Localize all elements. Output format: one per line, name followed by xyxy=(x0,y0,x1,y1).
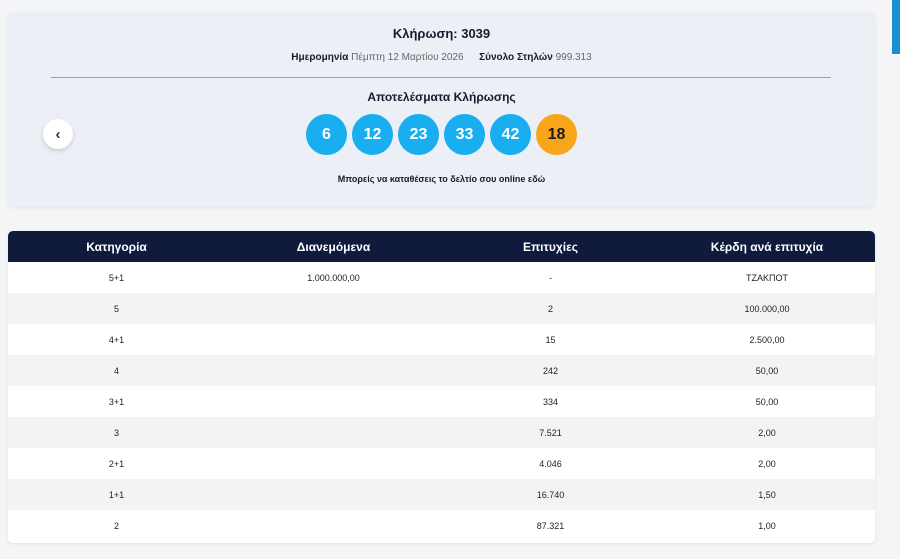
draw-title: Κλήρωση: 3039 xyxy=(392,26,491,41)
cell-winners: 4.046 xyxy=(539,458,562,469)
cell-prize: 50,00 xyxy=(755,365,779,376)
cell-category: 2+1 xyxy=(108,458,125,469)
cell-distributed xyxy=(225,324,442,355)
table-row: 4+1 15 2.500,00 xyxy=(8,324,875,355)
number-ball: 6 xyxy=(306,114,347,155)
table-row: 5+1 1.000.000,00 - ΤΖΑΚΠΟΤ xyxy=(8,262,875,293)
cell-category: 5+1 xyxy=(108,272,125,283)
cell-distributed xyxy=(225,417,442,448)
table-row: 3 7.521 2,00 xyxy=(8,417,875,448)
draw-meta: Ημερομηνία Πέμπτη 12 Μαρτίου 2026 Σύνολο… xyxy=(8,52,875,63)
online-ticket-link[interactable]: Μπορείς να καταθέσεις το δελτίο σου onli… xyxy=(337,174,546,184)
cell-distributed xyxy=(225,386,442,417)
cell-prize: 50,00 xyxy=(755,396,779,407)
columns-label: Σύνολο Στηλών xyxy=(479,52,553,63)
cell-distributed xyxy=(225,479,442,510)
winning-numbers: 6 12 23 33 42 18 xyxy=(8,114,875,155)
cell-winners: 334 xyxy=(542,396,559,407)
cell-prize: 1,00 xyxy=(758,520,776,531)
draw-summary-card: Κλήρωση: 3039 Ημερομηνία Πέμπτη 12 Μαρτί… xyxy=(8,12,875,207)
accent-edge-bar xyxy=(892,0,900,54)
cell-prize: 100.000,00 xyxy=(744,303,790,314)
cell-distributed xyxy=(225,293,442,324)
header-winners: Επιτυχίες xyxy=(522,239,579,254)
cell-category: 4 xyxy=(113,365,119,376)
chevron-left-icon: ‹ xyxy=(55,125,61,143)
bonus-ball: 18 xyxy=(536,114,577,155)
cell-prize: 1,50 xyxy=(758,489,776,500)
table-row: 2+1 4.046 2,00 xyxy=(8,448,875,479)
cell-distributed xyxy=(225,448,442,479)
cell-category: 3 xyxy=(113,427,119,438)
cell-winners: 15 xyxy=(545,334,556,345)
table-row: 4 242 50,00 xyxy=(8,355,875,386)
cell-winners: 242 xyxy=(542,365,559,376)
number-ball: 42 xyxy=(490,114,531,155)
cell-prize: 2,00 xyxy=(758,458,776,469)
cell-prize: 2,00 xyxy=(758,427,776,438)
date-label: Ημερομηνία xyxy=(291,52,349,63)
table-row: 1+1 16.740 1,50 xyxy=(8,479,875,510)
prize-table: Κατηγορία Διανεμόμενα Επιτυχίες Κέρδη αν… xyxy=(8,231,875,541)
divider xyxy=(51,77,831,78)
cell-winners: 87.321 xyxy=(536,520,565,531)
cell-distributed: 1.000.000,00 xyxy=(307,272,360,283)
cell-winners: - xyxy=(549,272,552,283)
number-ball: 12 xyxy=(352,114,393,155)
results-title: Αποτελέσματα Κλήρωσης xyxy=(367,90,516,104)
cell-category: 4+1 xyxy=(108,334,125,345)
cell-winners: 7.521 xyxy=(539,427,562,438)
previous-draw-button[interactable]: ‹ xyxy=(43,119,73,149)
columns-value: 999.313 xyxy=(555,52,592,63)
cell-category: 1+1 xyxy=(108,489,125,500)
cell-distributed xyxy=(225,510,442,541)
header-distributed: Διανεμόμενα xyxy=(296,239,371,254)
date-value: Πέμπτη 12 Μαρτίου 2026 xyxy=(351,52,464,63)
cell-category: 2 xyxy=(113,520,119,531)
table-row: 2 87.321 1,00 xyxy=(8,510,875,541)
number-ball: 23 xyxy=(398,114,439,155)
cell-category: 5 xyxy=(113,303,119,314)
header-category: Κατηγορία xyxy=(86,239,147,254)
number-ball: 33 xyxy=(444,114,485,155)
cell-distributed xyxy=(225,355,442,386)
table-row: 3+1 334 50,00 xyxy=(8,386,875,417)
header-prize-per-winner: Κέρδη ανά επιτυχία xyxy=(710,239,824,254)
prize-table-card: Κατηγορία Διανεμόμενα Επιτυχίες Κέρδη αν… xyxy=(8,231,875,543)
cell-prize: ΤΖΑΚΠΟΤ xyxy=(746,272,788,283)
cell-winners: 16.740 xyxy=(536,489,565,500)
table-header-row: Κατηγορία Διανεμόμενα Επιτυχίες Κέρδη αν… xyxy=(8,231,875,262)
table-row: 5 2 100.000,00 xyxy=(8,293,875,324)
cell-prize: 2.500,00 xyxy=(749,334,785,345)
cell-winners: 2 xyxy=(547,303,553,314)
cell-category: 3+1 xyxy=(108,396,125,407)
